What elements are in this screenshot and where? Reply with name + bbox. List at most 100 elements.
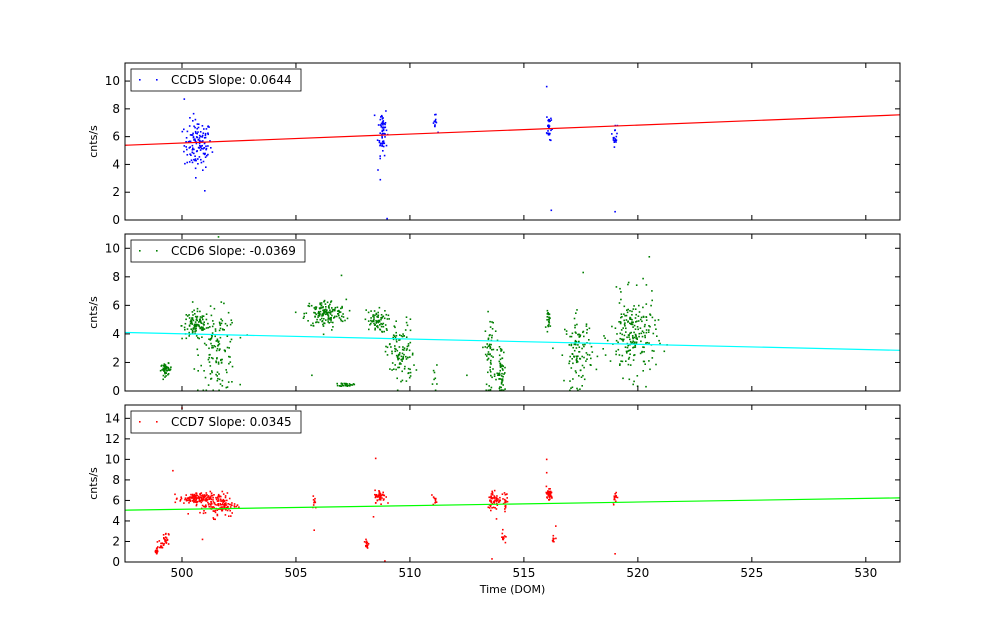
data-point: [367, 320, 370, 322]
data-point: [346, 383, 348, 385]
data-point: [381, 122, 384, 125]
data-point: [579, 335, 581, 338]
data-point: [602, 348, 604, 350]
data-point: [167, 543, 170, 545]
data-point: [195, 140, 197, 143]
data-point: [616, 132, 618, 135]
data-point: [195, 323, 197, 326]
data-point: [611, 133, 613, 135]
data-point: [614, 129, 616, 131]
data-point: [165, 542, 168, 544]
data-point: [316, 318, 318, 321]
data-point: [548, 490, 551, 493]
data-point: [649, 368, 651, 371]
data-point: [224, 496, 227, 499]
data-point: [209, 140, 211, 142]
data-point: [349, 383, 352, 386]
data-point: [627, 308, 629, 311]
data-point: [583, 356, 585, 359]
data-point: [201, 500, 204, 502]
data-point: [627, 344, 629, 347]
data-point: [493, 495, 496, 497]
data-point: [641, 320, 643, 323]
data-point: [225, 504, 228, 506]
data-point: [380, 325, 383, 328]
data-point: [498, 372, 501, 374]
data-point: [192, 327, 195, 330]
data-point: [337, 313, 339, 315]
data-point: [381, 129, 384, 132]
data-point: [503, 351, 505, 354]
data-point: [396, 349, 399, 352]
data-point: [497, 374, 499, 376]
data-point: [164, 536, 167, 538]
data-point: [204, 153, 206, 156]
data-point: [623, 319, 625, 322]
data-point: [633, 354, 636, 356]
data-point: [643, 325, 646, 328]
data-point: [502, 498, 504, 500]
data-point: [547, 324, 549, 327]
data-point: [550, 117, 552, 120]
data-point: [184, 498, 186, 501]
data-point: [397, 353, 400, 356]
data-point: [229, 503, 231, 506]
data-point: [225, 506, 228, 509]
legend-box: [130, 68, 302, 92]
data-point: [374, 489, 376, 492]
data-point: [496, 495, 498, 497]
data-point: [202, 160, 205, 163]
data-point: [338, 317, 341, 319]
data-point: [499, 364, 502, 367]
data-point: [339, 318, 342, 321]
y-axis-label: cnts/s: [87, 296, 100, 329]
data-point: [644, 334, 646, 337]
x-tick-label: 520: [626, 566, 649, 580]
data-point: [159, 369, 162, 372]
data-point: [590, 357, 592, 360]
data-point: [192, 120, 194, 122]
data-point: [378, 306, 381, 309]
data-point: [220, 318, 222, 320]
data-point: [500, 386, 502, 389]
legend-label: CCD6 Slope: -0.0369: [171, 244, 296, 258]
data-point: [492, 348, 495, 351]
data-point: [208, 497, 210, 499]
data-point: [618, 354, 621, 356]
data-point: [433, 120, 436, 123]
data-point: [216, 509, 219, 511]
data-point-outlier: [386, 217, 388, 220]
data-point: [200, 497, 203, 499]
data-point: [379, 328, 381, 331]
data-point: [164, 364, 167, 367]
data-point: [191, 494, 194, 497]
data-point: [495, 499, 497, 501]
data-point: [323, 300, 325, 303]
data-point: [207, 358, 210, 361]
data-point-outlier: [545, 471, 548, 474]
data-point: [649, 313, 651, 315]
data-point: [192, 496, 194, 498]
data-point: [210, 342, 212, 345]
data-point: [382, 493, 384, 496]
data-point: [642, 346, 644, 348]
data-point: [185, 494, 187, 496]
data-point: [378, 140, 381, 142]
data-point: [218, 389, 220, 391]
data-point: [165, 370, 168, 372]
data-point: [308, 302, 311, 305]
data-point: [496, 502, 498, 505]
data-point: [197, 495, 200, 498]
data-point: [329, 318, 331, 321]
data-point: [220, 301, 223, 303]
data-point: [373, 322, 375, 325]
data-point: [385, 313, 388, 316]
data-point: [549, 493, 552, 495]
data-point: [192, 112, 195, 115]
data-point: [648, 325, 650, 327]
data-point: [620, 291, 622, 293]
data-point: [411, 352, 414, 355]
data-point: [642, 331, 645, 334]
data-point: [577, 333, 579, 336]
data-point: [381, 130, 383, 133]
